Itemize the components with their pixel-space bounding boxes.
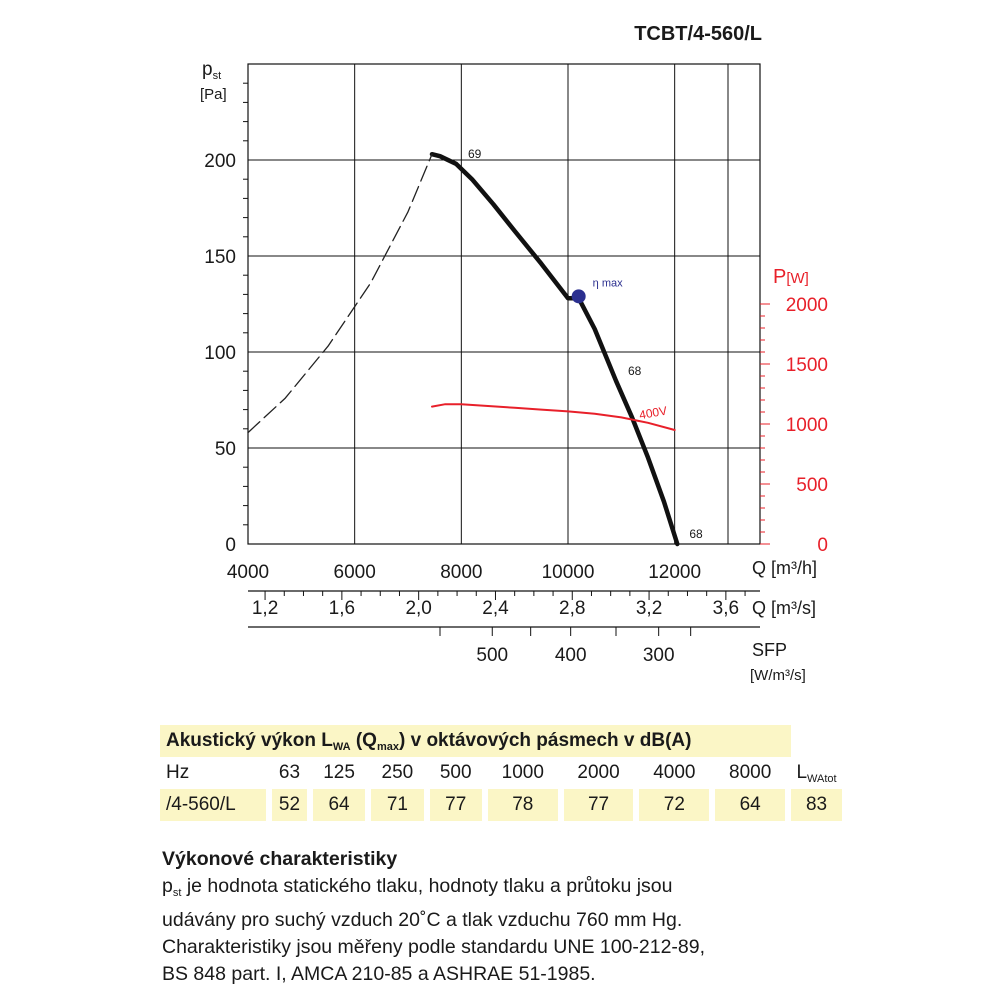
y-right-tick-label: 500	[796, 475, 828, 496]
gap	[306, 757, 313, 789]
band-header: 250	[371, 757, 424, 789]
band-value: 64	[312, 789, 366, 821]
x-tick-label: 8000	[440, 562, 482, 583]
curve-label: 69	[468, 147, 482, 161]
band-value: 52	[272, 789, 307, 821]
band-header: 2000	[563, 757, 634, 789]
chart-grid	[243, 63, 770, 545]
band-header: 63	[272, 757, 307, 789]
y-right-tick-label: 1500	[786, 355, 828, 376]
x2-tick-label: 3,2	[636, 598, 662, 619]
x-axis-label-sfp: SFP	[752, 640, 787, 660]
gap	[785, 789, 792, 821]
y-right-tick-label: 0	[817, 535, 828, 556]
y-right-tick-label: 1000	[786, 415, 828, 436]
y-right-label: P[W]	[773, 266, 809, 288]
gap	[423, 757, 430, 789]
x-tick-label: 6000	[334, 562, 376, 583]
curve-label: 68	[628, 364, 642, 378]
gap	[481, 789, 488, 821]
y-right-tick-label: 2000	[786, 295, 828, 316]
total-header: LWAtot	[791, 757, 842, 789]
gap	[306, 789, 313, 821]
y-left-tick-label: 100	[204, 343, 236, 364]
x2-tick-label: 2,8	[559, 598, 585, 619]
gap	[633, 789, 640, 821]
band-value: 72	[639, 789, 710, 821]
notes-line-4: BS 848 part. I, AMCA 210-85 a ASHRAE 51-…	[162, 963, 596, 985]
y-left-tick-label: 0	[225, 535, 236, 556]
table-title: Akustický výkon LWA (Qmax) v oktávových …	[160, 725, 792, 757]
eta-max-marker	[571, 289, 586, 304]
gap	[709, 789, 716, 821]
band-header: 1000	[487, 757, 558, 789]
total-label: L	[796, 761, 808, 783]
x3-tick-label: 300	[643, 645, 675, 666]
octave-band-table: Akustický výkon LWA (Qmax) v oktávových …	[160, 725, 842, 821]
gap	[785, 757, 792, 789]
fan-performance-chart: TCBT/4-560/L 69 68 68 400V η max pst [Pa] P[…	[200, 23, 828, 684]
y-left-tick-label: 200	[204, 151, 236, 172]
x-tick-label: 4000	[227, 562, 269, 583]
gap	[481, 757, 488, 789]
gap	[557, 789, 564, 821]
band-header: 4000	[639, 757, 710, 789]
band-header: 8000	[715, 757, 786, 789]
gap	[709, 757, 716, 789]
row-name: /4-560/L	[160, 789, 266, 821]
x3-tick-label: 500	[476, 645, 508, 666]
gap	[557, 757, 564, 789]
x-axis-label-m3h: Q [m³/h]	[752, 558, 817, 578]
y-left-label: pst	[202, 59, 221, 82]
table-header-row: Hz 63 125 250 500 1000 2000 4000 8000 LWAtot	[160, 757, 842, 789]
x-axis-label-m3s: Q [m³/s]	[752, 598, 816, 618]
eta-max-label: η max	[593, 277, 623, 289]
power-series-label: 400V	[638, 403, 668, 422]
x3-tick-label: 400	[555, 645, 587, 666]
hz-label: Hz	[160, 757, 266, 789]
curve-label: 68	[689, 527, 703, 541]
x2-tick-label: 1,2	[252, 598, 278, 619]
gap	[266, 757, 272, 789]
x-axis-unit-sfp: [W/m³/s]	[750, 667, 806, 684]
x2-tick-label: 2,0	[405, 598, 431, 619]
octave-table: Akustický výkon LWA (Qmax) v oktávových …	[160, 725, 842, 821]
y-left-unit: [Pa]	[200, 86, 227, 103]
x2-tick-label: 3,6	[713, 598, 739, 619]
band-header: 500	[429, 757, 482, 789]
model-title: TCBT/4-560/L	[634, 23, 762, 45]
x-tick-label: 12000	[648, 562, 701, 583]
y-left-tick-label: 50	[215, 439, 236, 460]
gap	[365, 757, 372, 789]
series-pressure-unstable	[247, 153, 433, 434]
band-value: 77	[429, 789, 482, 821]
plot-frame	[247, 63, 761, 545]
x-tick-label: 10000	[542, 562, 595, 583]
band-value: 77	[563, 789, 634, 821]
table-title-row: Akustický výkon LWA (Qmax) v oktávových …	[160, 725, 842, 757]
y-left-tick-label: 150	[204, 247, 236, 268]
band-value: 78	[487, 789, 558, 821]
notes-heading: Výkonové charakteristiky	[162, 848, 398, 870]
x2-tick-label: 1,6	[329, 598, 355, 619]
gap	[266, 789, 272, 821]
notes-line-1: pst je hodnota statického tlaku, hodnoty…	[162, 875, 673, 899]
gap	[423, 789, 430, 821]
gap	[633, 757, 640, 789]
band-value: 71	[371, 789, 424, 821]
series-pressure-stable	[429, 151, 680, 547]
band-header: 125	[312, 757, 366, 789]
notes-line-3: Charakteristiky jsou měřeny podle standa…	[162, 936, 706, 958]
plot-area: 69 68 68 400V η max	[247, 147, 703, 547]
series-power	[431, 403, 676, 431]
x2-tick-label: 2,4	[482, 598, 509, 619]
band-value: 64	[715, 789, 786, 821]
total-value: 83	[791, 789, 842, 821]
performance-notes: Výkonové charakteristiky pst je hodnota …	[162, 846, 862, 988]
table-row: /4-560/L 52 64 71 77 78 77 72 64 83	[160, 789, 842, 821]
total-sub: WAtot	[807, 772, 837, 785]
gap	[365, 789, 372, 821]
notes-line-2: udávány pro suchý vzduch 20˚C a tlak vzd…	[162, 909, 683, 931]
